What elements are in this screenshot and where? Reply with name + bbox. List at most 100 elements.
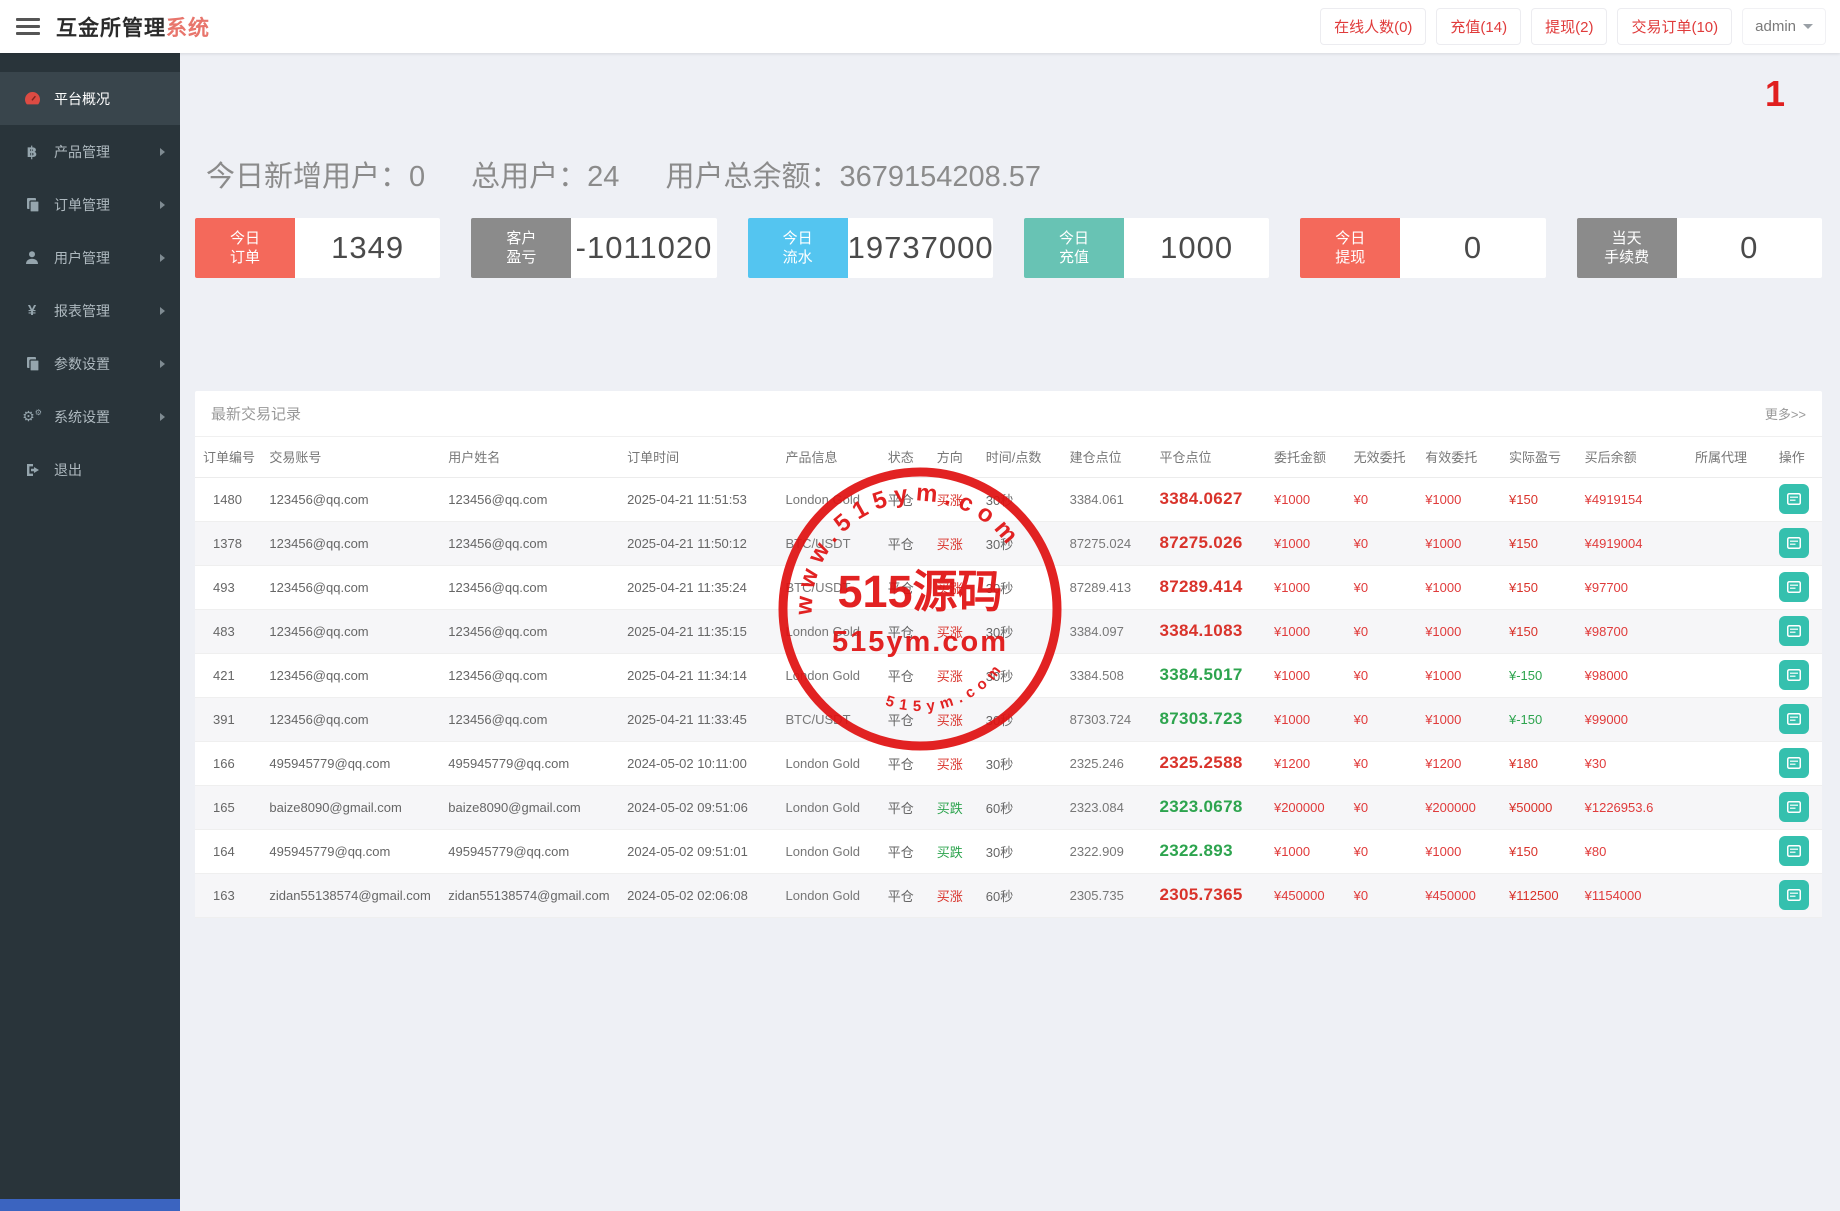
sidebar-item-logout[interactable]: 退出 (0, 443, 180, 496)
cell-profit: ¥150 (1509, 623, 1538, 639)
cell-account: 123456@qq.com (269, 623, 369, 639)
stat-card-value: 0 (1740, 230, 1759, 265)
cell-product: BTC/USDT (785, 711, 851, 727)
cell-open-price: 2322.909 (1069, 843, 1124, 859)
detail-list-icon (1786, 581, 1801, 593)
row-detail-button[interactable] (1778, 792, 1809, 822)
sidebar-item-report-management[interactable]: ¥ 报表管理 (0, 284, 180, 337)
cell-amount: ¥1000 (1273, 843, 1311, 859)
cell-order-id: 165 (213, 799, 235, 815)
cell-valid-amount: ¥1000 (1425, 843, 1462, 859)
cell-duration: 30秒 (985, 624, 1014, 640)
stat-card-label: 今日 订单 (195, 218, 295, 278)
cell-close-price: 2322.893 (1159, 841, 1233, 860)
cell-profit: ¥150 (1509, 843, 1538, 859)
row-detail-button[interactable] (1778, 616, 1809, 646)
cell-balance: ¥98000 (1584, 667, 1629, 683)
cell-order-time: 2024-05-02 09:51:06 (627, 799, 748, 815)
row-detail-button[interactable] (1778, 484, 1809, 514)
cell-balance: ¥80 (1584, 843, 1607, 859)
cell-username: 123456@qq.com (448, 711, 548, 727)
quick-link-button[interactable]: 交易订单(10) (1617, 8, 1733, 45)
quick-link-button[interactable]: 充值(14) (1436, 8, 1522, 45)
cell-duration: 30秒 (985, 756, 1014, 772)
cell-username: 123456@qq.com (448, 579, 548, 595)
cell-order-time: 2025-04-21 11:33:45 (627, 711, 747, 727)
cell-valid-amount: ¥200000 (1425, 799, 1476, 815)
cell-direction: 买跌 (936, 800, 963, 816)
cell-product: London Gold (785, 755, 860, 771)
row-detail-button[interactable] (1778, 572, 1809, 602)
sidebar-item-system-settings[interactable]: ⚙ ⚙ 系统设置 (0, 390, 180, 443)
row-detail-button[interactable] (1778, 528, 1809, 558)
cell-product: London Gold (785, 843, 860, 859)
cell-order-id: 483 (213, 623, 235, 639)
app-title: 互金所管理系统 (56, 16, 210, 40)
chevron-right-icon (160, 412, 165, 421)
cell-duration: 30秒 (985, 712, 1014, 728)
sidebar-item-label: 产品管理 (54, 143, 110, 160)
sidebar-bottom-strip (0, 1199, 180, 1211)
detail-list-icon (1786, 625, 1801, 637)
cell-order-time: 2024-05-02 10:11:00 (627, 755, 747, 771)
sidebar-item-platform-overview[interactable]: 平台概况 (0, 72, 180, 125)
cell-order-id: 1480 (213, 491, 242, 507)
more-link[interactable]: 更多>> (1764, 407, 1806, 422)
row-detail-button[interactable] (1778, 660, 1809, 690)
detail-list-icon (1786, 493, 1801, 505)
cell-profit: ¥180 (1509, 755, 1538, 771)
stat-card: 客户 盈亏 -1011020 (471, 218, 717, 278)
cell-order-id: 1378 (213, 535, 242, 551)
admin-menu[interactable]: admin (1742, 8, 1826, 45)
stat-cards: 今日 订单 1349 客户 盈亏 -1011020 今日 流水 19737000 (195, 218, 1822, 278)
cell-order-id: 163 (213, 887, 235, 903)
hamburger-menu-icon[interactable] (16, 14, 40, 39)
cell-duration: 30秒 (985, 536, 1014, 552)
cell-open-price: 2325.246 (1069, 755, 1124, 771)
cell-product: London Gold (785, 491, 860, 507)
cell-valid-amount: ¥1000 (1425, 491, 1462, 507)
cell-profit: ¥150 (1509, 579, 1538, 595)
cell-invalid-amount: ¥0 (1353, 535, 1369, 551)
cell-direction: 买涨 (936, 536, 963, 552)
quick-link-button[interactable]: 提现(2) (1531, 8, 1608, 45)
stat-card-label: 今日 流水 (747, 218, 848, 278)
stat-card: 今日 提现 0 (1300, 218, 1546, 278)
cell-valid-amount: ¥1000 (1425, 535, 1462, 551)
table-row: 1480 123456@qq.com 123456@qq.com 2025-04… (195, 477, 1822, 521)
sidebar-item-order-management[interactable]: 订单管理 (0, 178, 180, 231)
cell-open-price: 87303.724 (1069, 711, 1132, 727)
row-detail-button[interactable] (1778, 880, 1809, 910)
cell-direction: 买涨 (936, 624, 963, 640)
sidebar-item-parameter-settings[interactable]: 参数设置 (0, 337, 180, 390)
stat-card-label: 今日 充值 (1023, 218, 1124, 278)
sidebar: 平台概况 ฿ 产品管理 订单管理 用户管理 ¥ 报表管理 (0, 53, 180, 1211)
row-detail-button[interactable] (1778, 748, 1809, 778)
cell-close-price: 87289.414 (1159, 577, 1243, 596)
cell-invalid-amount: ¥0 (1353, 579, 1369, 595)
sidebar-item-product-management[interactable]: ฿ 产品管理 (0, 125, 180, 178)
cell-duration: 30秒 (985, 580, 1014, 596)
cell-product: London Gold (785, 623, 860, 639)
table-row: 493 123456@qq.com 123456@qq.com 2025-04-… (195, 565, 1822, 609)
column-header: 用户姓名 (440, 437, 620, 478)
cell-profit: ¥50000 (1509, 799, 1553, 815)
cell-balance: ¥4919154 (1584, 491, 1643, 507)
cell-invalid-amount: ¥0 (1353, 623, 1369, 639)
dashboard-icon (22, 91, 42, 106)
cell-status: 平仓 (887, 888, 914, 904)
stat-card-label: 当天 手续费 (1576, 218, 1677, 278)
page-number-badge: 1 (1764, 73, 1785, 114)
stat-card: 今日 充值 1000 (1023, 218, 1270, 278)
column-header: 所属代理 (1686, 437, 1771, 478)
latest-trades-panel: 最新交易记录 更多>> 订单编号 交易账号 用户姓名 订单时间 产品信息 状态 方向 时间/点… (195, 391, 1822, 918)
row-detail-button[interactable] (1778, 704, 1809, 734)
yen-icon: ¥ (27, 302, 37, 319)
cell-order-time: 2024-05-02 09:51:01 (627, 843, 748, 859)
stat-card-label: 客户 盈亏 (471, 218, 572, 278)
quick-link-button[interactable]: 在线人数(0) (1320, 8, 1427, 45)
sidebar-item-user-management[interactable]: 用户管理 (0, 231, 180, 284)
row-detail-button[interactable] (1778, 836, 1809, 866)
cell-product: BTC/USDT (785, 535, 851, 551)
column-header: 有效委托 (1417, 437, 1501, 478)
